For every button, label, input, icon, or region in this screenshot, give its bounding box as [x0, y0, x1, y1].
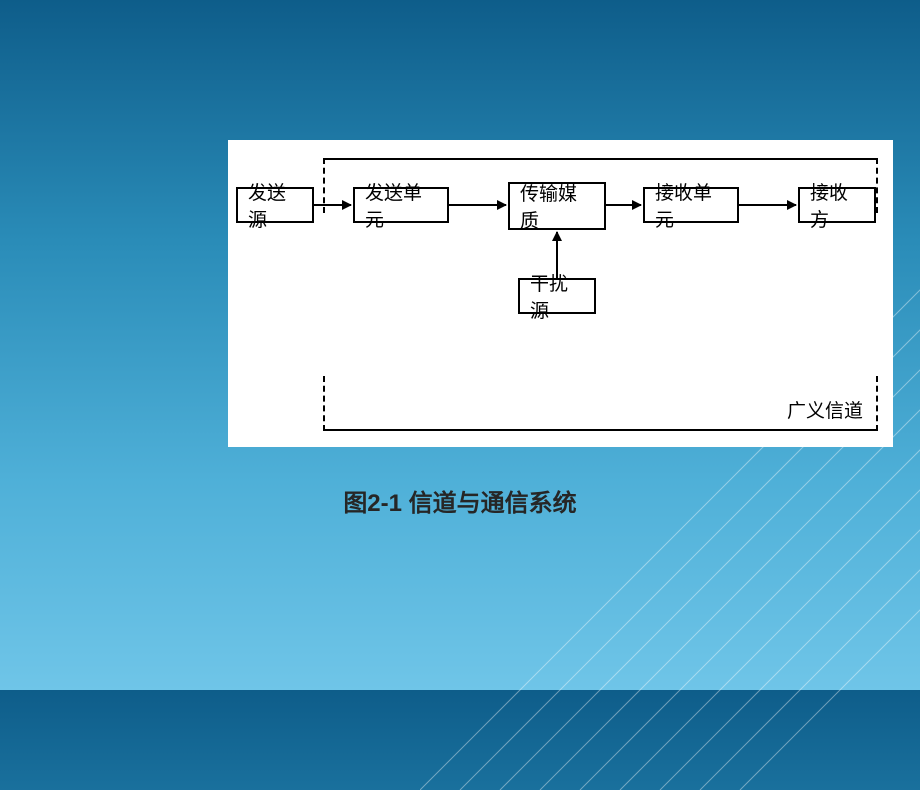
node-label: 传输媒质	[520, 179, 594, 233]
border-dash	[876, 376, 878, 431]
node-receiver: 接收方	[798, 187, 876, 223]
node-label: 接收方	[810, 178, 864, 232]
node-noise: 干扰源	[518, 278, 596, 314]
node-receive-unit: 接收单元	[643, 187, 739, 223]
arrow-icon	[739, 204, 796, 206]
node-send-unit: 发送单元	[353, 187, 449, 223]
border-dash	[323, 376, 325, 431]
arrow-icon	[556, 232, 558, 278]
node-label: 发送源	[248, 178, 302, 232]
node-label: 发送单元	[365, 178, 437, 232]
border-dash	[876, 158, 878, 213]
node-label: 接收单元	[655, 178, 727, 232]
figure-caption: 图2-1 信道与通信系统	[0, 483, 920, 518]
node-medium: 传输媒质	[508, 182, 606, 230]
arrow-icon	[606, 204, 641, 206]
diagram-panel: 发送源 发送单元 传输媒质 接收单元 接收方 干扰源 广义信道	[228, 140, 893, 447]
node-source: 发送源	[236, 187, 314, 223]
arrow-icon	[449, 204, 506, 206]
arrow-icon	[314, 204, 351, 206]
broad-channel-label: 广义信道	[787, 396, 863, 423]
